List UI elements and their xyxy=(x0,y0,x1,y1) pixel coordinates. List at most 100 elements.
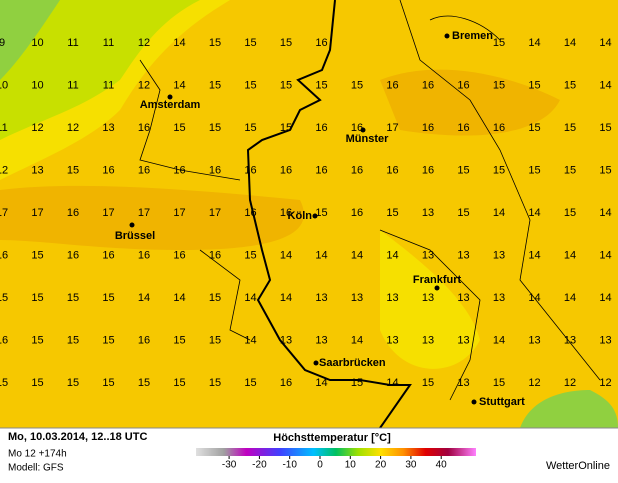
grid-value: 15 xyxy=(138,377,150,389)
city-dot xyxy=(444,33,450,39)
grid-value: 12 xyxy=(528,377,540,389)
grid-value: 15 xyxy=(244,249,256,261)
grid-value: 15 xyxy=(31,249,43,261)
grid-value: 15 xyxy=(280,37,292,49)
grid-value: 13 xyxy=(31,164,43,176)
grid-value: 15 xyxy=(315,207,327,219)
grid-value: 13 xyxy=(493,292,505,304)
city-dot xyxy=(360,127,366,133)
grid-value: 13 xyxy=(280,334,292,346)
grid-value: 15 xyxy=(564,79,576,91)
grid-value: 12 xyxy=(0,164,8,176)
grid-value: 15 xyxy=(528,79,540,91)
grid-value: 15 xyxy=(173,377,185,389)
city-label: Brüssel xyxy=(115,230,155,242)
grid-value: 13 xyxy=(422,207,434,219)
zone-green xyxy=(520,390,618,428)
grid-value: 15 xyxy=(173,122,185,134)
grid-value: 11 xyxy=(103,37,114,49)
city-dot xyxy=(434,285,440,291)
grid-value: 15 xyxy=(31,377,43,389)
grid-value: 15 xyxy=(67,164,79,176)
grid-value: 10 xyxy=(0,79,8,91)
grid-value: 15 xyxy=(0,377,8,389)
grid-value: 15 xyxy=(244,79,256,91)
grid-value: 14 xyxy=(599,37,611,49)
grid-value: 15 xyxy=(386,207,398,219)
grid-value: 16 xyxy=(351,122,363,134)
grid-value: 17 xyxy=(138,207,150,219)
grid-value: 16 xyxy=(67,207,79,219)
grid-value: 13 xyxy=(386,292,398,304)
grid-value: 13 xyxy=(564,334,576,346)
grid-value: 12 xyxy=(564,377,576,389)
city-dot xyxy=(129,222,135,228)
grid-value: 11 xyxy=(103,79,114,91)
grid-value: 11 xyxy=(67,79,78,91)
grid-value: 17 xyxy=(0,207,8,219)
grid-value: 14 xyxy=(244,334,256,346)
grid-value: 16 xyxy=(173,164,185,176)
grid-value: 14 xyxy=(493,207,505,219)
legend-tick-label: -30 xyxy=(222,460,237,471)
grid-value: 14 xyxy=(138,292,150,304)
grid-value: 13 xyxy=(457,249,469,261)
city-label: Saarbrücken xyxy=(319,357,386,369)
grid-value: 15 xyxy=(31,334,43,346)
grid-value: 13 xyxy=(386,334,398,346)
date: Mo, 10.03.2014, 12..18 UTC xyxy=(8,431,147,443)
grid-value: 14 xyxy=(280,249,292,261)
grid-value: 16 xyxy=(102,249,114,261)
grid-value: 15 xyxy=(564,122,576,134)
grid-value: 12 xyxy=(31,122,43,134)
grid-value: 14 xyxy=(528,207,540,219)
grid-value: 10 xyxy=(31,79,43,91)
grid-value: 12 xyxy=(599,377,611,389)
grid-value: 15 xyxy=(209,334,221,346)
grid-value: 16 xyxy=(315,37,327,49)
grid-value: 16 xyxy=(457,79,469,91)
grid-value: 17 xyxy=(31,207,43,219)
zone-lime xyxy=(0,0,200,140)
grid-value: 16 xyxy=(138,164,150,176)
grid-value: 15 xyxy=(102,292,114,304)
grid-value: 13 xyxy=(315,334,327,346)
grid-value: 16 xyxy=(138,249,150,261)
grid-value: 14 xyxy=(564,292,576,304)
grid-value: 16 xyxy=(457,122,469,134)
grid-value: 16 xyxy=(0,249,8,261)
grid-value: 15 xyxy=(102,377,114,389)
city-label: Frankfurt xyxy=(413,274,462,286)
grid-value: 15 xyxy=(493,164,505,176)
model: Modell: GFS xyxy=(8,463,64,474)
grid-value: 14 xyxy=(173,37,185,49)
grid-value: 16 xyxy=(209,249,221,261)
grid-value: 9 xyxy=(0,37,5,49)
city-label: Köln xyxy=(288,210,313,222)
grid-value: 13 xyxy=(493,249,505,261)
grid-value: 13 xyxy=(457,377,469,389)
grid-value: 13 xyxy=(422,334,434,346)
grid-value: 14 xyxy=(528,249,540,261)
grid-value: 15 xyxy=(280,122,292,134)
city-dot xyxy=(471,399,477,405)
grid-value: 16 xyxy=(138,122,150,134)
grid-value: 16 xyxy=(315,164,327,176)
grid-value: 16 xyxy=(493,122,505,134)
grid-value: 15 xyxy=(351,377,363,389)
grid-value: 15 xyxy=(315,79,327,91)
grid-value: 17 xyxy=(386,122,398,134)
grid-value: 14 xyxy=(528,37,540,49)
grid-value: 14 xyxy=(599,249,611,261)
zone-orange xyxy=(380,69,560,136)
grid-value: 14 xyxy=(386,249,398,261)
grid-value: 15 xyxy=(209,292,221,304)
cities: Bremen Amsterdam Münster Köln Brüssel Frankfu… xyxy=(115,30,525,408)
grid-value: 15 xyxy=(244,37,256,49)
grid-value: 15 xyxy=(493,37,505,49)
legend-tick-label: -10 xyxy=(282,460,297,471)
grid-value: 14 xyxy=(599,79,611,91)
grid-value: 16 xyxy=(386,164,398,176)
grid-value: 15 xyxy=(564,207,576,219)
